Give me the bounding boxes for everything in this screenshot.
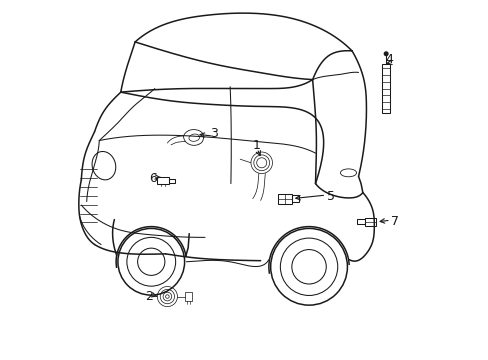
Bar [291,195,298,202]
Bar [357,220,364,225]
Text: 1: 1 [253,139,261,152]
Bar [381,64,389,113]
Text: 2: 2 [145,290,153,303]
Bar [278,194,291,204]
Bar [168,179,175,183]
Text: 6: 6 [149,172,157,185]
Text: 5: 5 [326,190,334,203]
Text: 3: 3 [210,127,218,140]
Circle shape [384,52,387,55]
Text: 4: 4 [385,53,393,66]
Bar [184,292,191,301]
Bar [157,177,168,184]
Bar [364,218,375,226]
Text: 7: 7 [390,215,398,228]
